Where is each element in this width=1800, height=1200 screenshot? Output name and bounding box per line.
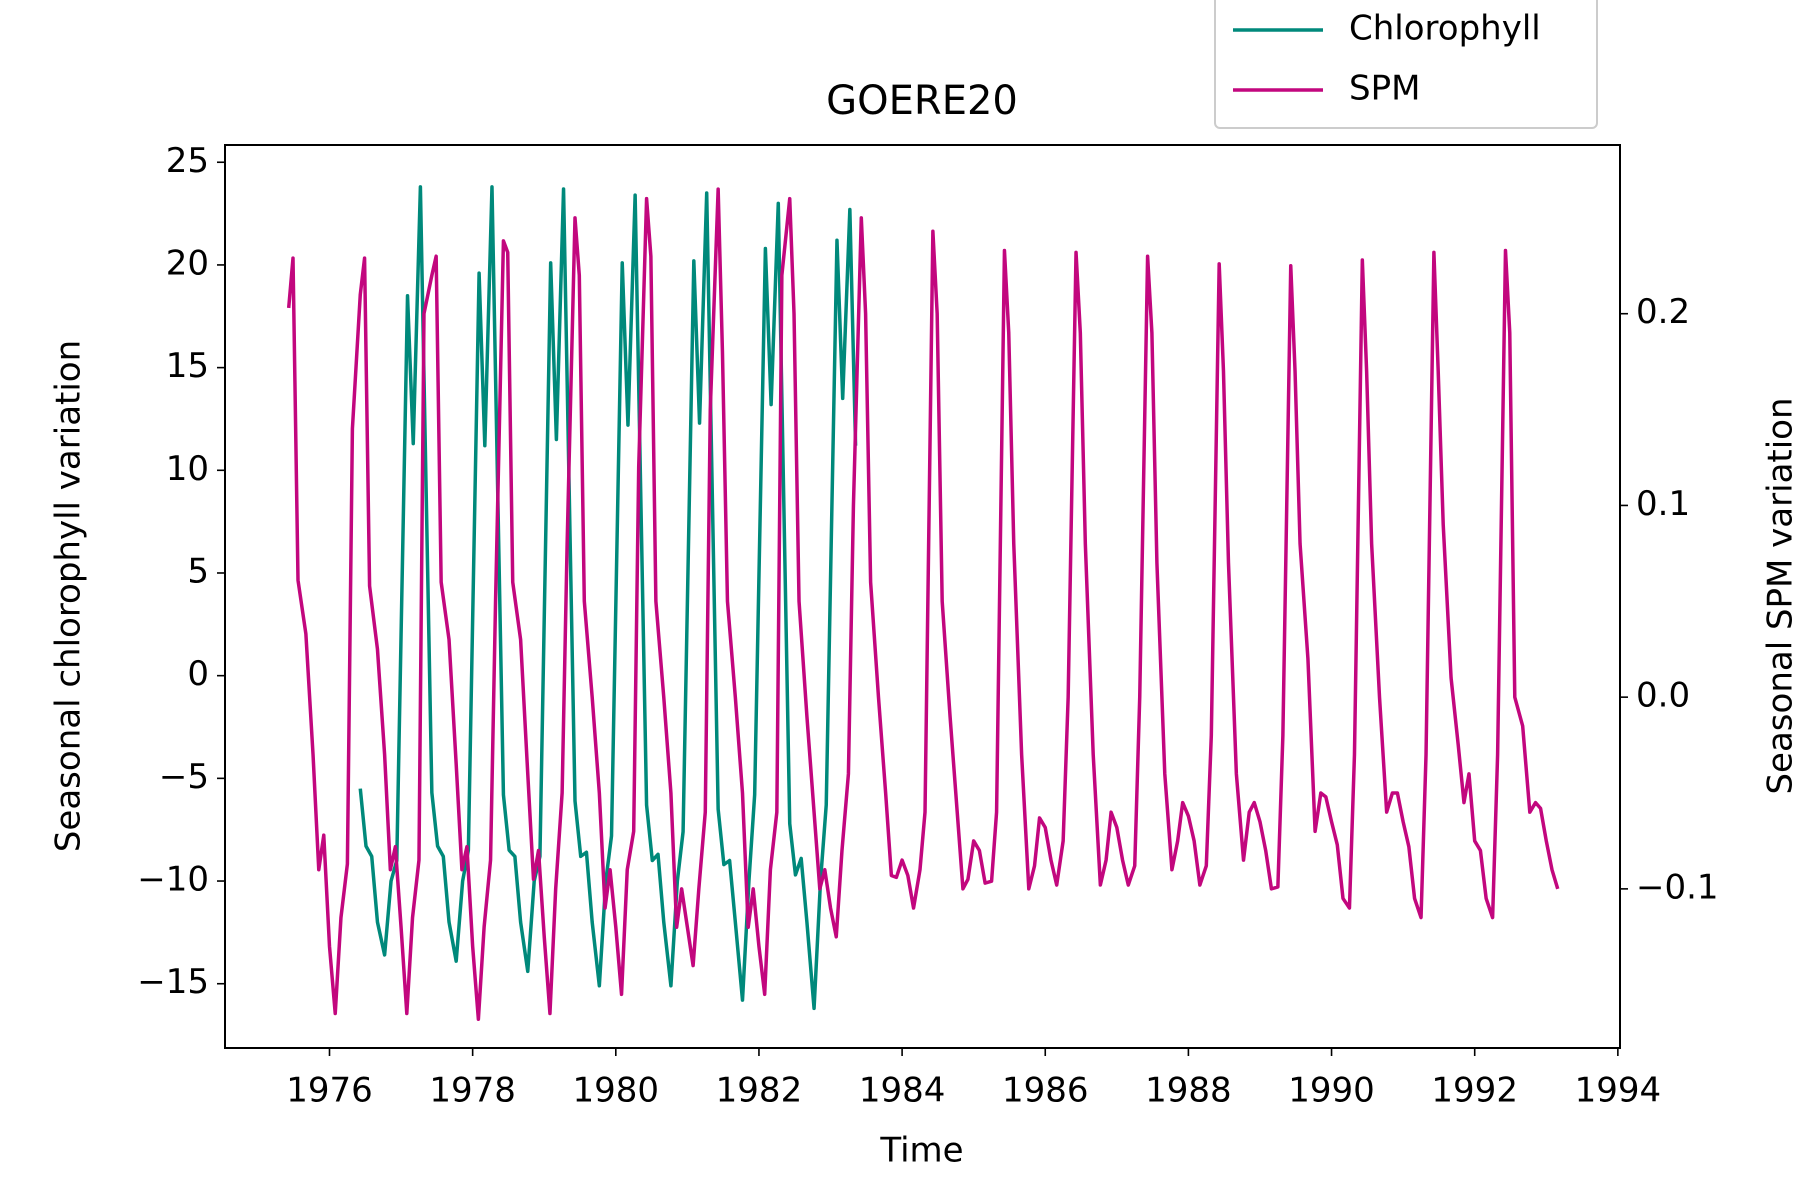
x-tick-label: 1984 [859,1071,946,1111]
y2-tick-label: 0.0 [1636,676,1690,716]
x-tick-label: 1986 [1002,1071,1089,1111]
x-tick-label: 1982 [716,1071,803,1111]
series-line [358,185,858,1011]
y2-axis-label: Seasonal SPM variation [1761,397,1800,794]
y-tick-label: 20 [166,243,209,283]
plot-frame [224,144,1621,1049]
y-tick-label: −15 [137,962,209,1002]
x-tick-label: 1994 [1575,1071,1662,1111]
legend-box [1214,0,1598,129]
legend-label: SPM [1349,69,1420,109]
x-axis-label: Time [879,1131,963,1171]
y-tick-label: −5 [159,757,209,797]
y-axis-label: Seasonal chlorophyll variation [49,340,89,852]
y-tick-label: 5 [187,551,209,591]
y-tick-label: 10 [166,449,209,489]
x-tick-label: 1978 [429,1071,516,1111]
x-tick-label: 1980 [573,1071,660,1111]
x-tick-label: 1992 [1431,1071,1518,1111]
legend-label: Chlorophyll [1349,9,1541,49]
x-tick-label: 1976 [286,1071,373,1111]
y-tick-label: 25 [166,141,209,181]
y-tick-label: 0 [187,654,209,694]
y2-tick-label: 0.1 [1636,484,1690,524]
y-tick-label: 15 [166,346,209,386]
y-tick-label: −10 [137,860,209,900]
y2-tick-label: −0.1 [1636,867,1719,907]
y2-tick-label: 0.2 [1636,292,1690,332]
x-tick-label: 1988 [1145,1071,1232,1111]
x-tick-label: 1990 [1288,1071,1375,1111]
chart-title: GOERE20 [826,78,1018,124]
series-line [286,187,1560,1021]
